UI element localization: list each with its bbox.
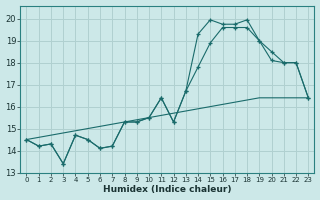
X-axis label: Humidex (Indice chaleur): Humidex (Indice chaleur) [103,185,232,194]
